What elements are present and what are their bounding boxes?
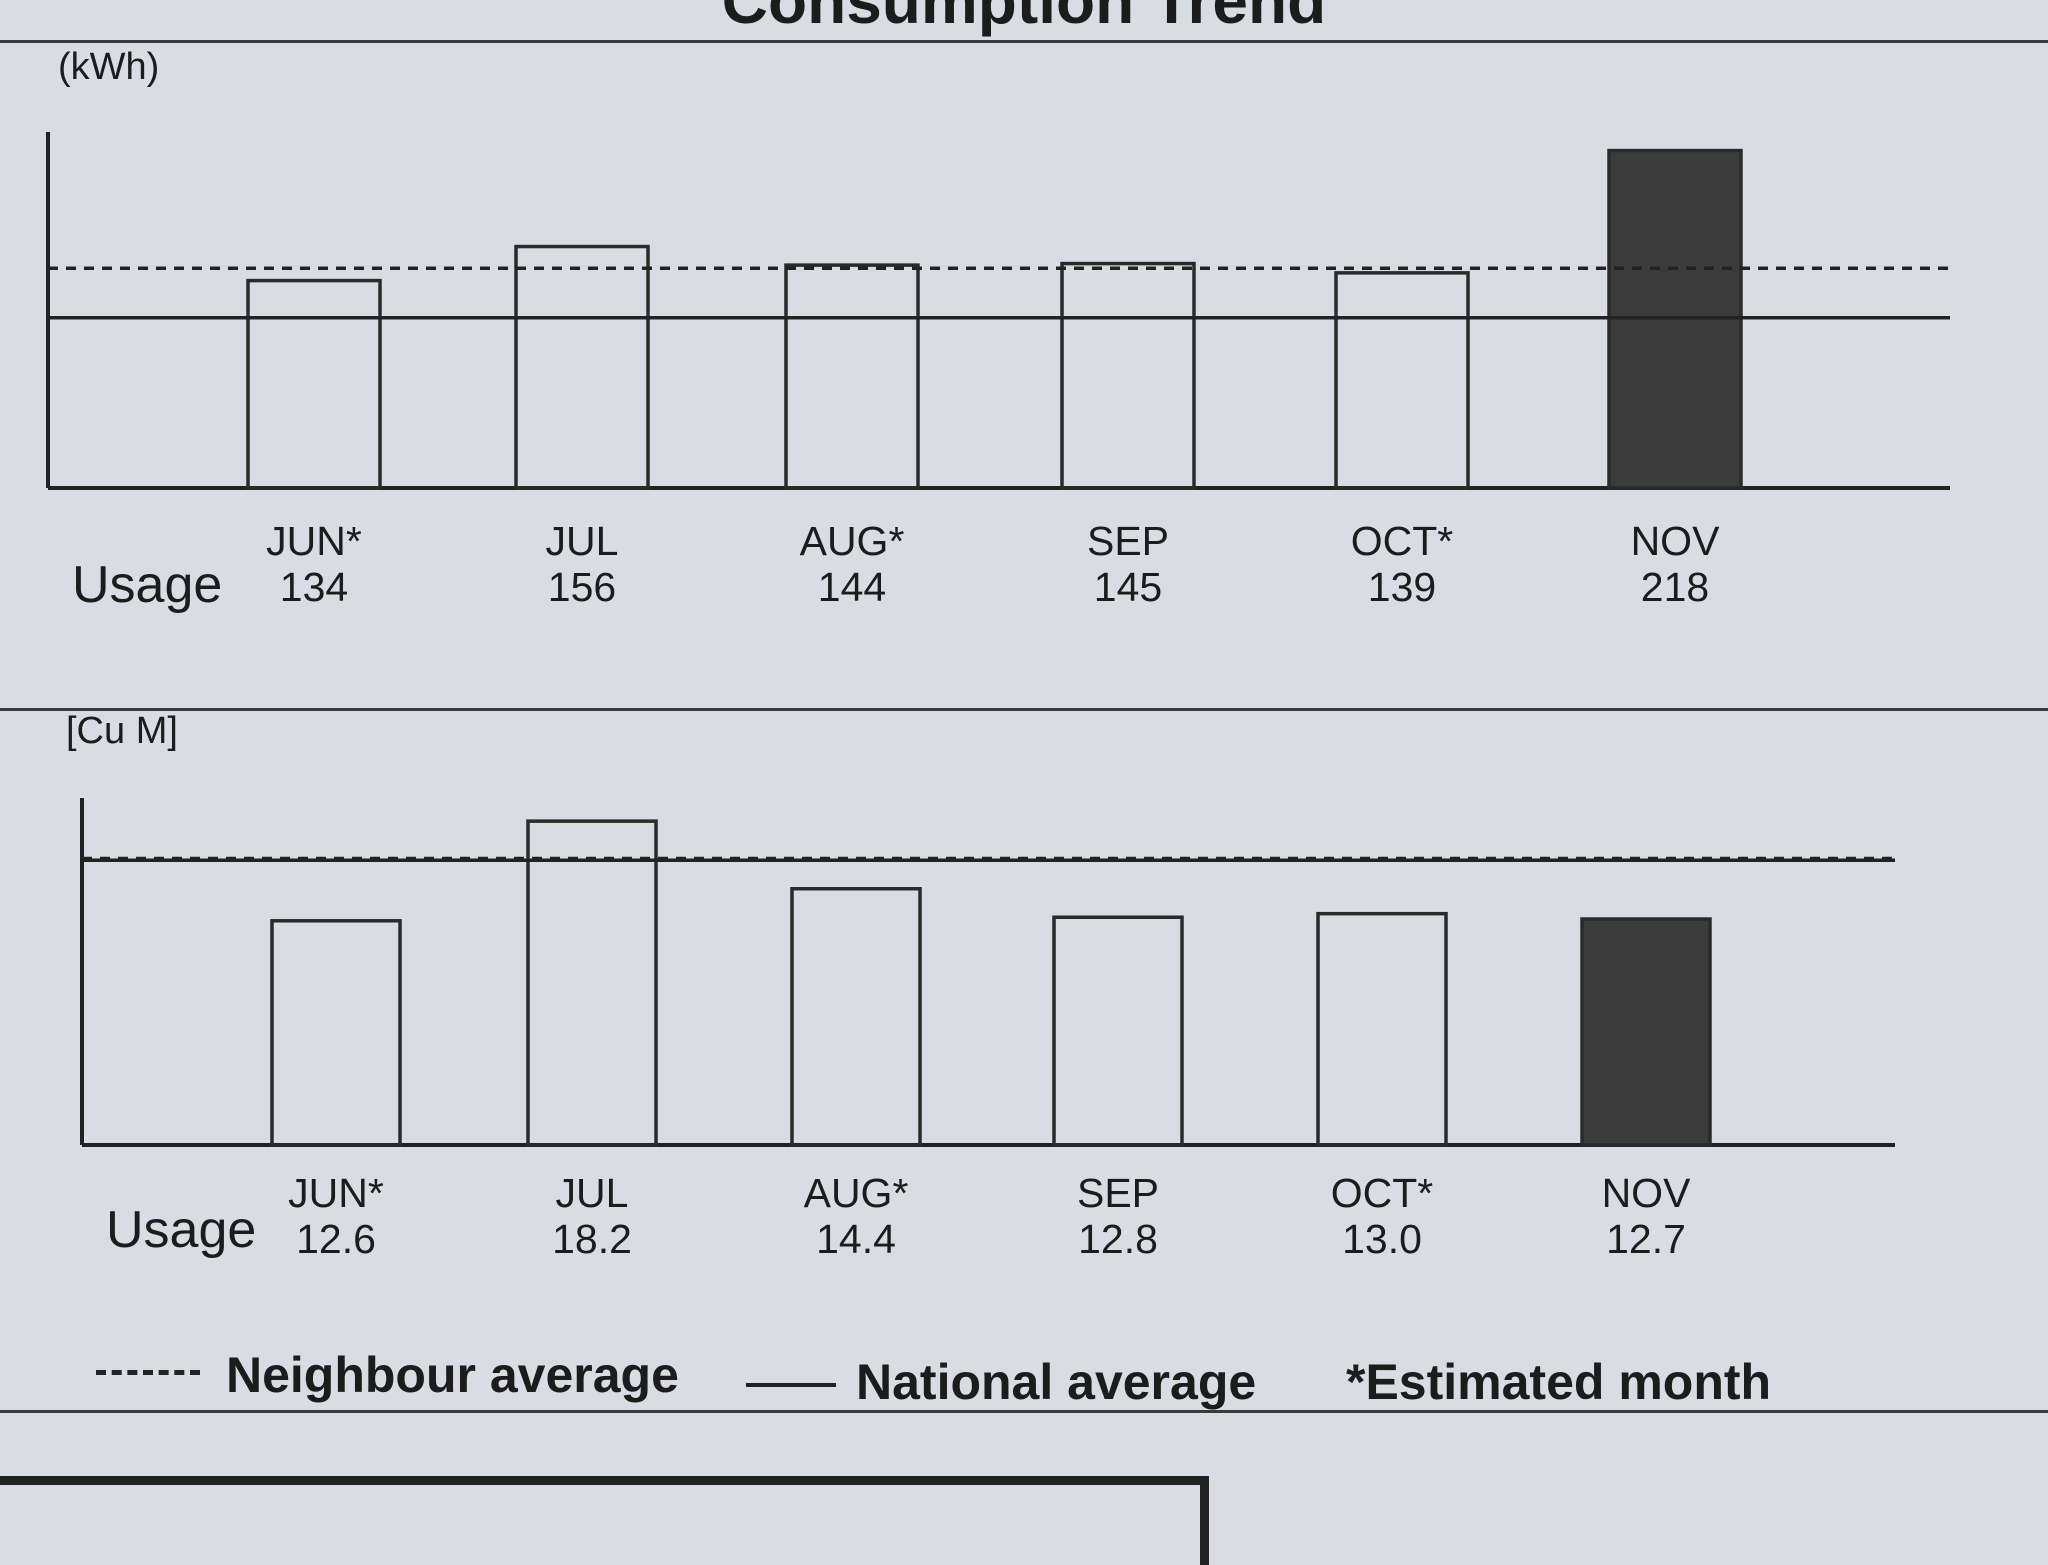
usage-value: 13.0 [1342, 1216, 1422, 1262]
month-name: JUN* [266, 518, 362, 564]
month-name: SEP [1076, 1170, 1160, 1216]
month-name: OCT* [1350, 518, 1454, 564]
usage-value: 156 [547, 564, 617, 610]
bar-oct [1334, 271, 1470, 490]
middle-divider [0, 708, 2048, 711]
bar-sep [1052, 915, 1184, 1147]
month-label-sep: SEP 145 [1028, 518, 1228, 610]
month-label-oct: OCT* 13.0 [1282, 1170, 1482, 1262]
month-label-sep: SEP 12.8 [1018, 1170, 1218, 1262]
usage-value: 14.4 [816, 1216, 896, 1262]
usage-value: 18.2 [552, 1216, 632, 1262]
month-label-jul: JUL 18.2 [492, 1170, 692, 1262]
month-name: JUN* [288, 1170, 384, 1216]
national-average-line-swatch [746, 1383, 836, 1387]
usage-value: 139 [1367, 564, 1437, 610]
bar-jun [246, 278, 382, 490]
month-name: OCT* [1330, 1170, 1434, 1216]
month-name: NOV [1601, 1170, 1691, 1216]
month-label-aug: AUG* 14.4 [756, 1170, 956, 1262]
neighbour-average-dash-swatch [96, 1370, 200, 1375]
top-divider [0, 40, 2048, 43]
month-name: AUG* [803, 1170, 909, 1216]
water-usage-label: Usage [106, 1201, 257, 1259]
month-label-jun: JUN* 134 [214, 518, 414, 610]
usage-value: 144 [817, 564, 887, 610]
month-label-nov: NOV 12.7 [1546, 1170, 1746, 1262]
usage-value: 218 [1640, 564, 1710, 610]
bottom-divider [0, 1410, 2048, 1413]
month-name: JUL [555, 1170, 629, 1216]
month-name: SEP [1086, 518, 1170, 564]
bar-jul [526, 819, 658, 1147]
usage-value: 12.7 [1606, 1216, 1686, 1262]
bar-aug [784, 263, 920, 490]
month-name: JUL [545, 518, 619, 564]
month-label-oct: OCT* 139 [1302, 518, 1502, 610]
month-label-jul: JUL 156 [482, 518, 682, 610]
bar-nov [1580, 917, 1712, 1147]
kwh-unit-label: (kWh) [58, 46, 160, 88]
page-title: Consumption Trend [721, 0, 1327, 37]
bar-oct [1316, 911, 1448, 1147]
bar-aug [790, 887, 922, 1147]
usage-value: 134 [279, 564, 349, 610]
month-label-aug: AUG* 144 [752, 518, 952, 610]
usage-value: 12.8 [1078, 1216, 1158, 1262]
usage-value: 12.6 [296, 1216, 376, 1262]
month-label-jun: JUN* 12.6 [236, 1170, 436, 1262]
electricity-usage-label: Usage [72, 556, 223, 614]
electricity-usage-chart [46, 132, 1950, 490]
legend-estimated-month: *Estimated month [1346, 1354, 1772, 1410]
month-name: AUG* [799, 518, 905, 564]
usage-value: 145 [1093, 564, 1163, 610]
month-name: NOV [1630, 518, 1720, 564]
month-label-nov: NOV 218 [1575, 518, 1775, 610]
legend-national-average: National average [856, 1354, 1257, 1410]
next-section-box [0, 1476, 1209, 1565]
cum-unit-label: [Cu M] [66, 710, 178, 752]
bar-sep [1060, 261, 1196, 490]
bar-jun [270, 919, 402, 1147]
water-usage-chart [80, 798, 1895, 1147]
legend-neighbour-average: Neighbour average [226, 1347, 679, 1403]
bar-jul [514, 244, 650, 490]
